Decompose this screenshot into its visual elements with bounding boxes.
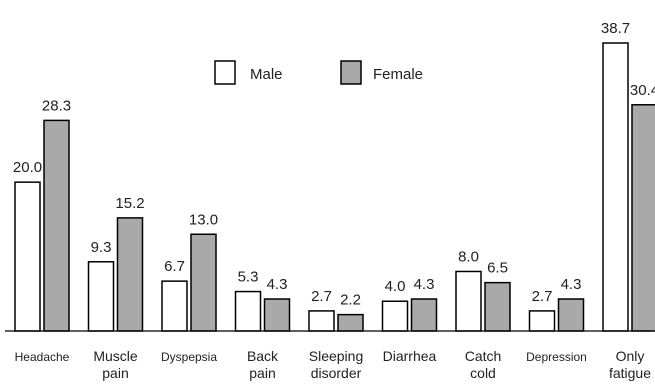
category-label-2-0: Dyspepsia (161, 350, 217, 364)
value-label-male-1: 9.3 (91, 239, 112, 256)
value-label-male-0: 20.0 (13, 159, 42, 176)
bar-female-3 (263, 298, 291, 332)
value-label-male-3: 5.3 (238, 269, 259, 286)
category-label-7-0: Depression (526, 350, 587, 364)
value-label-male-5: 4.0 (385, 278, 406, 295)
value-label-female-5: 4.3 (414, 276, 435, 293)
bar-female-4 (337, 313, 364, 332)
bar-male-5 (381, 300, 409, 332)
category-label-6-1: cold (470, 365, 496, 381)
value-label-female-6: 6.5 (487, 260, 508, 277)
value-label-female-0: 28.3 (42, 97, 71, 114)
bar-male-1 (87, 261, 115, 332)
category-label-0-0: Headache (15, 350, 70, 364)
bar-female-5 (410, 298, 438, 332)
category-label-1-0: Muscle (93, 348, 138, 364)
value-label-male-6: 8.0 (458, 248, 479, 265)
bar-female-8 (631, 104, 655, 332)
category-label-6-0: Catch (465, 348, 502, 364)
category-label-3-0: Back (247, 348, 279, 364)
value-label-female-1: 15.2 (115, 195, 144, 212)
bar-male-3 (234, 290, 262, 332)
bar-male-2 (161, 280, 188, 332)
legend-swatch-female (340, 60, 362, 85)
value-label-female-4: 2.2 (340, 292, 361, 309)
legend-label-female: Female (373, 66, 423, 83)
value-label-male-2: 6.7 (164, 258, 185, 275)
bar-male-0 (14, 181, 41, 332)
bar-male-4 (308, 310, 335, 332)
category-label-5-0: Diarrhea (383, 348, 437, 364)
category-label-4-1: disorder (311, 365, 362, 381)
legend: Male Female (214, 60, 423, 85)
bar-female-7 (557, 298, 585, 332)
legend-swatch-male (214, 60, 236, 85)
bars-layer (14, 42, 655, 332)
bar-female-0 (43, 119, 70, 332)
bar-female-6 (484, 281, 511, 332)
value-label-female-7: 4.3 (561, 276, 582, 293)
value-label-male-4: 2.7 (311, 288, 332, 305)
category-label-4-0: Sleeping (309, 348, 364, 364)
value-labels-layer: 20.0 28.3 9.3 15.2 6.7 13.0 5.3 4.3 2.7 2.2 4.0 4.3… (13, 20, 655, 309)
value-label-male-7: 2.7 (532, 288, 553, 305)
category-label-8-1: fatigue (609, 365, 651, 381)
value-label-female-3: 4.3 (267, 276, 288, 293)
category-label-1-1: pain (102, 365, 128, 381)
value-label-male-8: 38.7 (601, 20, 630, 37)
category-label-8-0: Only (616, 348, 645, 364)
value-label-female-2: 13.0 (189, 211, 218, 228)
bar-female-1 (116, 217, 144, 332)
bar-male-8 (602, 42, 629, 332)
legend-label-male: Male (250, 66, 283, 83)
bar-female-2 (190, 233, 217, 332)
bar-male-6 (455, 270, 482, 332)
category-label-3-1: pain (249, 365, 275, 381)
bar-male-7 (528, 310, 556, 332)
value-label-female-8: 30.4 (630, 82, 655, 99)
